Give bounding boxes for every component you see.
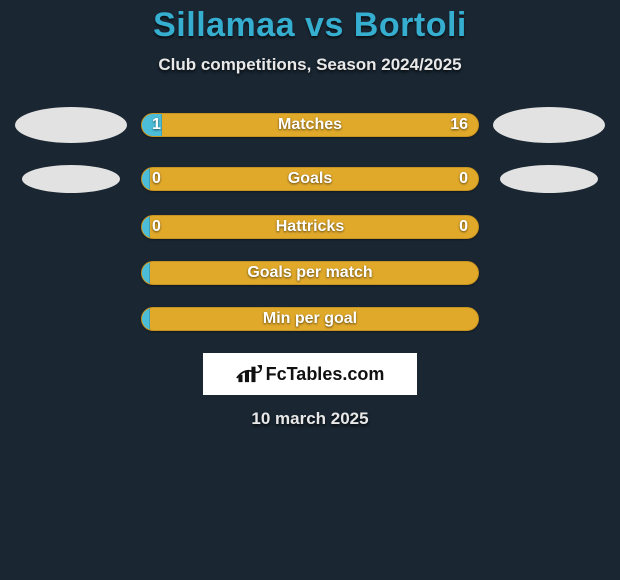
- brand-text: FcTables.com: [266, 364, 385, 385]
- left-player-badge: [22, 165, 120, 193]
- card-title: Sillamaa vs Bortoli: [0, 6, 620, 45]
- stat-label: Min per goal: [142, 308, 478, 330]
- left-player-badge: [15, 107, 127, 143]
- right-player-badge: [500, 165, 598, 193]
- bar-chart-icon: [236, 363, 262, 385]
- stat-row: 00Hattricks: [0, 215, 620, 239]
- stat-bar: Goals per match: [141, 261, 479, 285]
- card-subtitle: Club competitions, Season 2024/2025: [0, 55, 620, 75]
- right-player-badge: [493, 107, 605, 143]
- stat-row: Min per goal: [0, 307, 620, 331]
- stat-row: 00Goals: [0, 165, 620, 193]
- stat-row: Goals per match: [0, 261, 620, 285]
- stat-label: Goals per match: [142, 262, 478, 284]
- stat-label: Hattricks: [142, 216, 478, 238]
- stat-bar: Min per goal: [141, 307, 479, 331]
- card-date: 10 march 2025: [0, 409, 620, 429]
- stat-bar: 116Matches: [141, 113, 479, 137]
- brand-logo[interactable]: FcTables.com: [203, 353, 417, 395]
- stat-bar: 00Goals: [141, 167, 479, 191]
- stat-row: 116Matches: [0, 107, 620, 143]
- stat-bar: 00Hattricks: [141, 215, 479, 239]
- stat-rows: 116Matches 00Goals 00Hattricks Goals per ma…: [0, 107, 620, 331]
- stat-label: Goals: [142, 168, 478, 190]
- stat-label: Matches: [142, 114, 478, 136]
- comparison-card: Sillamaa vs Bortoli Club competitions, S…: [0, 0, 620, 429]
